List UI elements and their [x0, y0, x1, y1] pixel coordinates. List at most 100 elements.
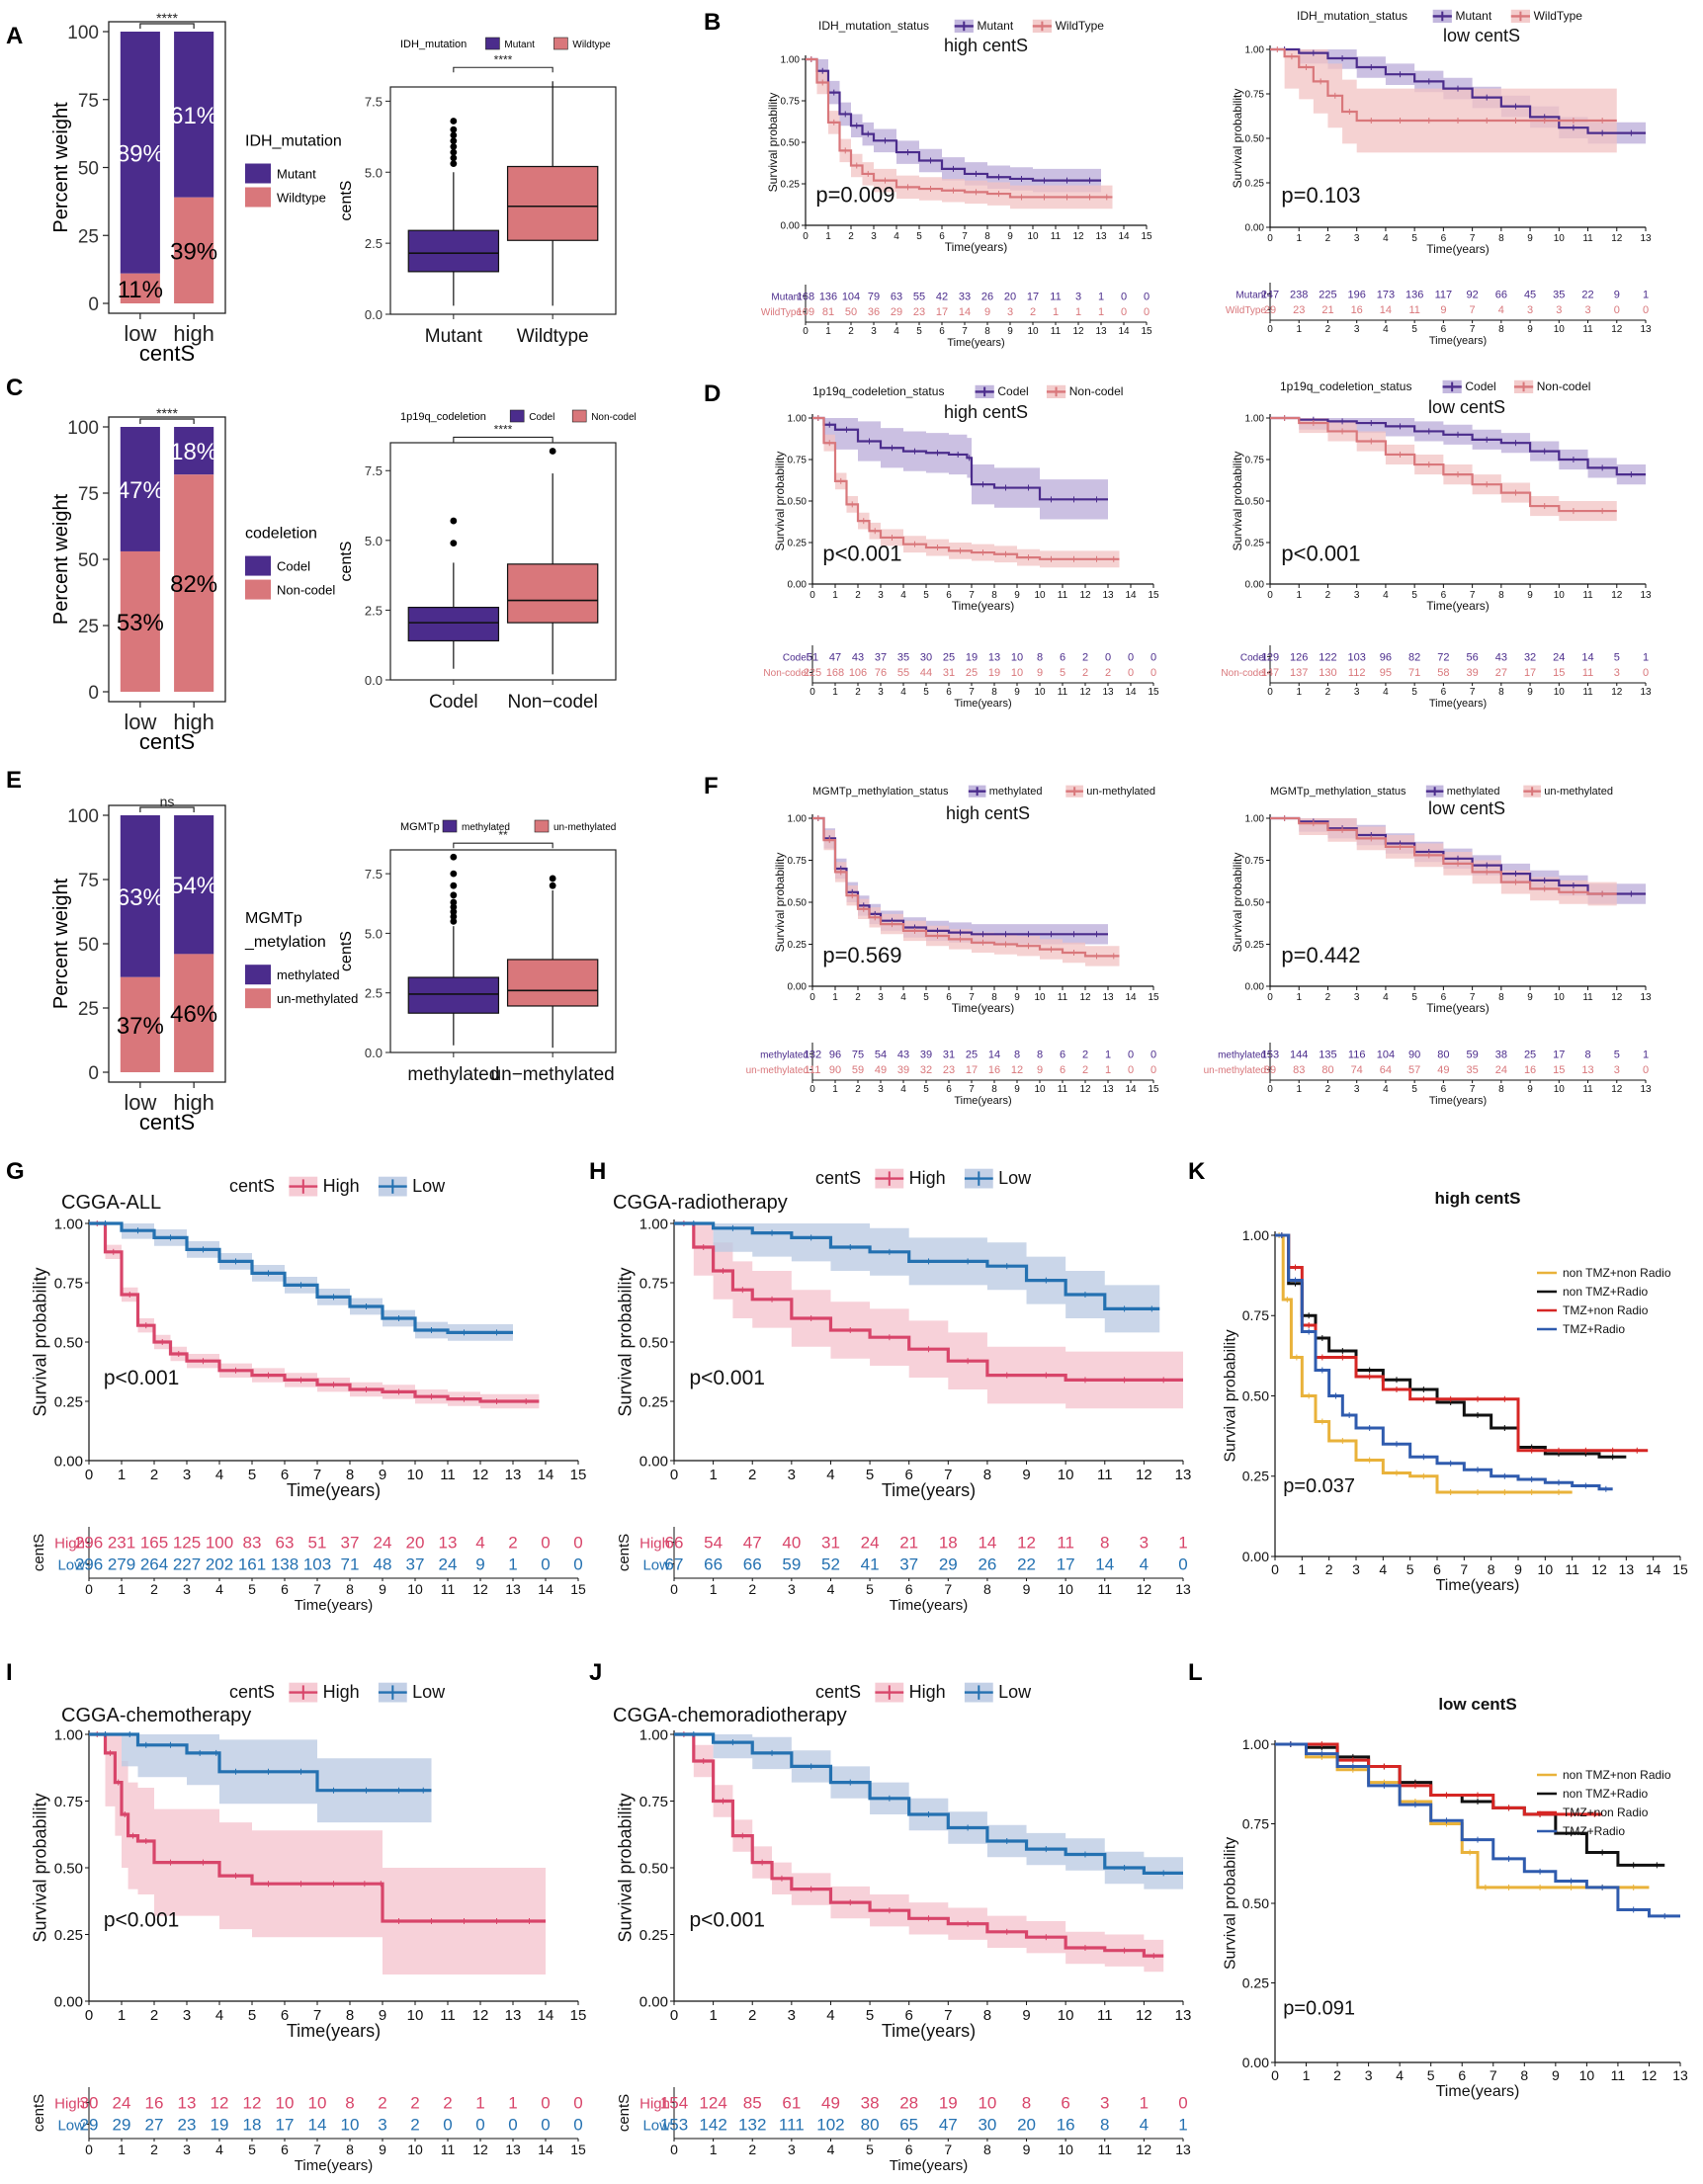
y-tick-label: 0.75	[54, 1794, 83, 1810]
risk-table-count: 1	[1643, 651, 1649, 663]
outlier-point	[450, 137, 458, 145]
risk-table-count: 39	[920, 1049, 932, 1060]
risk-table-x-tick-label: 11	[1582, 324, 1593, 335]
risk-table-x-tick-label: 1	[832, 687, 838, 698]
x-tick-label: 6	[1441, 233, 1447, 244]
risk-table-x-tick-label: 11	[441, 1581, 456, 1597]
risk-table-count: 132	[804, 1049, 821, 1060]
x-tick-label: 8	[983, 1467, 991, 1483]
x-tick-label: Wildtype	[517, 326, 589, 347]
risk-table-count: 16	[1524, 1064, 1536, 1076]
x-tick-label: low	[124, 321, 156, 346]
legend-title: IDH_mutation	[400, 39, 467, 50]
legend-label-methylated: methylated	[277, 967, 340, 982]
risk-table-count: 225	[1319, 289, 1336, 300]
risk-table-count: 47	[939, 2115, 958, 2134]
y-tick-label: 0.50	[788, 898, 808, 909]
y-tick-label: 0.00	[54, 1993, 83, 2010]
risk-table-x-tick-label: 0	[85, 1581, 93, 1597]
outlier-point	[450, 882, 458, 889]
bar-data-label: 47%	[117, 477, 164, 504]
risk-table-x-tick-label: 2	[855, 687, 861, 698]
outlier-point	[450, 540, 458, 547]
risk-table-count: 9	[475, 1554, 484, 1573]
y-tick-label: 0.75	[639, 1794, 668, 1810]
x-tick-label: 10	[1579, 2067, 1595, 2083]
risk-table-count: 1	[1098, 291, 1104, 302]
risk-table-x-tick-label: 3	[1354, 324, 1360, 335]
legend-label-Non-codel: Non-codel	[1069, 384, 1124, 398]
risk-table-count: 43	[1495, 651, 1507, 663]
x-tick-label: 0	[85, 1467, 93, 1483]
risk-table-count: 231	[108, 1534, 135, 1553]
p-value-label: p=0.009	[815, 182, 894, 207]
risk-table-x-tick-label: 6	[281, 1581, 289, 1597]
risk-table-count: 296	[75, 1554, 103, 1573]
p-value-label: p=0.091	[1283, 1998, 1355, 2020]
risk-table-count: 0	[508, 2115, 517, 2134]
risk-table-count: 3	[1556, 304, 1562, 316]
risk-table-count: 31	[821, 1534, 840, 1553]
risk-table-count: 130	[1319, 667, 1336, 679]
risk-table-count: 3	[1140, 1534, 1149, 1553]
risk-table-count: 74	[1351, 1064, 1363, 1076]
risk-table-x-tick-label: 11	[1058, 1084, 1068, 1095]
p-value-label: p<0.001	[822, 541, 901, 565]
risk-table-count: 17	[936, 306, 948, 318]
risk-table-count: 12	[243, 2094, 262, 2113]
outlier-point	[450, 142, 458, 150]
y-tick-label: 0.75	[1242, 1815, 1269, 1831]
x-tick-label: 5	[1411, 992, 1417, 1003]
x-tick-label: 9	[1014, 992, 1020, 1003]
y-axis-title: Survival probability	[31, 1267, 50, 1416]
x-tick-label: 14	[538, 2007, 554, 2024]
x-tick-label: 2	[748, 1467, 756, 1483]
risk-table-count: 23	[178, 2115, 197, 2134]
x-axis-title: Time(years)	[1436, 1577, 1520, 1594]
risk-table-count: 42	[936, 291, 948, 302]
risk-table-count: 9	[1440, 304, 1446, 316]
risk-table-count: 132	[738, 2115, 766, 2134]
risk-table-count: 49	[875, 1064, 887, 1076]
risk-table-x-tick-label: 4	[827, 1581, 835, 1597]
y-axis-title: Survival probability	[1231, 853, 1244, 953]
confidence-band-WildType	[1270, 49, 1617, 153]
risk-table-count: 0	[1121, 306, 1127, 318]
y-tick-label: 0.50	[54, 1334, 83, 1351]
legend-title: centS	[815, 1168, 861, 1188]
x-tick-label: 10	[1034, 590, 1046, 601]
risk-table-count: 96	[1380, 651, 1392, 663]
risk-table-x-tick-label: 2	[855, 1084, 861, 1095]
risk-table-count: 26	[981, 291, 993, 302]
risk-table-count: 9	[1037, 667, 1043, 679]
y-tick-label: 1.00	[1245, 414, 1265, 425]
legend-label-methylated: methylated	[1447, 786, 1500, 798]
bar-segment-methylated	[174, 815, 214, 955]
panel-letter-L: L	[1188, 1659, 1203, 1686]
risk-table-x-tick-label: 10	[1034, 1084, 1046, 1095]
x-tick-label: 10	[1027, 231, 1039, 242]
risk-table-x-tick-label: 9	[1007, 326, 1013, 337]
legend-label-Codel: Codel	[277, 559, 310, 574]
x-tick-label: 8	[1498, 233, 1504, 244]
risk-table-count: 8	[1037, 1049, 1043, 1060]
survival-curve-High	[674, 1221, 1183, 1382]
risk-table-x-tick-label: 10	[1058, 2142, 1073, 2157]
risk-table-x-tick-label: 13	[505, 2142, 521, 2157]
x-tick-label: 3	[878, 992, 884, 1003]
risk-table-count: 7	[1470, 304, 1476, 316]
outlier-point	[450, 898, 458, 906]
bar-segment-un-methylated	[120, 976, 160, 1072]
x-tick-label: 14	[1125, 992, 1137, 1003]
risk-table-count: 2	[1082, 1049, 1088, 1060]
risk-table-count: 1	[1105, 1064, 1111, 1076]
x-tick-label: 15	[570, 2007, 587, 2024]
y-tick-label: 1.00	[54, 1216, 83, 1232]
risk-table-x-title: Time(years)	[947, 337, 1004, 349]
x-tick-label: 1	[825, 231, 831, 242]
y-tick-label: 5.0	[365, 534, 383, 548]
risk-table-count: 30	[80, 2094, 99, 2113]
risk-table-row-label: methylated	[1218, 1050, 1266, 1060]
